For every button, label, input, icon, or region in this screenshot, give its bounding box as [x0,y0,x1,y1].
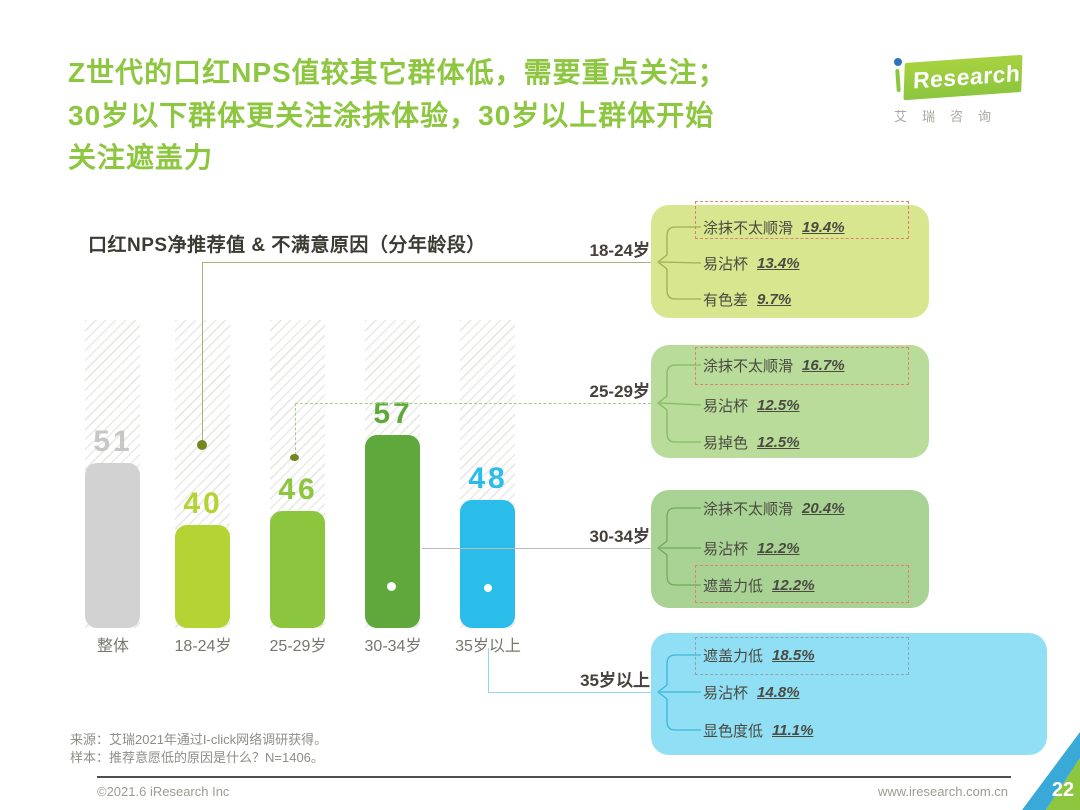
connector-30-34-horizontal [422,548,651,549]
reason-label: 遮盖力低 [703,577,764,595]
page-title: Z世代的口红NPS值较其它群体低，需要重点关注； 30岁以下群体更关注涂抹体验，… [68,52,888,180]
sample-note: 样本：推荐意愿低的原因是什么？N=1406。 [70,750,324,765]
reason-item: 易沾杯 13.4% [703,251,800,275]
marker-dot-30-34-icon [387,582,396,591]
connector-35-plus-vertical [488,648,489,692]
bar-value-25-29: 46 [278,473,318,506]
reason-item: 涂抹不太顺滑 16.7% [703,353,845,377]
reason-value: 9.7% [757,290,792,308]
reason-value: 12.2% [757,539,800,557]
footer-divider [97,776,1011,778]
reason-panel-18-24: 涂抹不太顺滑 19.4% 易沾杯 13.4% 有色差 9.7% [651,201,929,318]
website-text: www.iresearch.com.cn [877,784,1008,799]
marker-dot-35-plus-icon [484,584,492,592]
highlight-dashed-box [695,637,909,675]
reason-label: 显色度低 [703,722,764,740]
reason-item: 易掉色 12.5% [703,430,800,454]
reason-item: 易沾杯 12.5% [703,393,800,417]
reason-label: 易掉色 [703,434,749,452]
reason-label: 有色差 [703,291,749,309]
corner-green-triangle [1046,758,1080,810]
axis-label-overall: 整体 [96,638,129,655]
bracket-icon [657,507,701,586]
page-corner-decoration: 22 [1022,732,1080,810]
reason-value: 11.1% [772,721,814,739]
reason-label: 涂抹不太顺滑 [703,500,794,518]
page-title-line-2: 30岁以下群体更关注涂抹体验，30岁以上群体开始 [68,99,715,131]
bar-25-29 [270,511,325,628]
age-group-label-30-34: 30-34岁 [589,527,650,546]
reason-item: 遮盖力低 12.2% [703,573,815,597]
connector-35-plus-horizontal [488,692,651,693]
reason-panel-25-29: 涂抹不太顺滑 16.7% 易沾杯 12.5% 易掉色 12.5% [651,345,929,458]
reason-label: 涂抹不太顺滑 [703,219,794,237]
logo-i-dot-icon [894,58,902,66]
connector-18-24-vertical [202,262,203,442]
reason-item: 有色差 9.7% [703,287,791,311]
reason-label: 易沾杯 [703,397,749,415]
reason-value: 12.2% [772,576,815,594]
reason-value: 18.5% [772,646,815,664]
connector-18-24-horizontal [202,262,651,263]
reason-item: 易沾杯 14.8% [703,680,800,704]
axis-label-35-plus: 35岁以上 [455,638,521,655]
reason-value: 19.4% [802,218,845,236]
reason-item: 涂抹不太顺滑 20.4% [703,496,845,520]
reason-label: 易沾杯 [703,684,749,702]
age-group-label-35-plus: 35岁以上 [580,671,650,690]
logo-banner: Research [903,54,1023,101]
bar-value-18-24: 40 [183,487,223,520]
bracket-icon [657,364,702,443]
reason-item: 显色度低 11.1% [703,718,813,742]
highlight-dashed-box [695,565,909,603]
bar-value-overall: 51 [93,425,133,458]
age-group-label-18-24: 18-24岁 [589,241,650,260]
bar-overall [85,463,140,628]
logo-i-stem-icon [895,68,901,93]
connector-25-29-vertical [295,403,296,455]
reason-item: 遮盖力低 18.5% [703,643,815,667]
marker-dot-25-29-icon [290,454,299,461]
bracket-icon [657,654,701,731]
reason-label: 遮盖力低 [703,647,764,665]
reason-label: 易沾杯 [703,540,749,558]
reason-value: 12.5% [757,433,800,451]
logo-subtitle: 艾瑞咨询 [894,109,1007,124]
reason-item: 易沾杯 12.2% [703,536,800,560]
reason-value: 12.5% [757,396,800,414]
reason-value: 13.4% [757,254,800,272]
marker-dot-18-24-icon [197,440,207,450]
reason-value: 20.4% [802,499,845,517]
bar-18-24 [175,525,230,628]
copyright-text: ©2021.6 iResearch Inc [97,784,230,799]
reason-panel-30-34: 涂抹不太顺滑 20.4% 易沾杯 12.2% 遮盖力低 12.2% [651,490,929,608]
bar-35-plus [460,500,515,628]
axis-label-18-24: 18-24岁 [174,638,232,655]
source-note: 来源：艾瑞2021年通过I-click网络调研获得。 [70,732,328,747]
reason-label: 涂抹不太顺滑 [703,357,794,375]
iresearch-logo: Research 艾瑞咨询 [888,50,1038,132]
axis-label-25-29: 25-29岁 [269,638,327,655]
chart-title: 口红NPS净推荐值 & 不满意原因（分年龄段） [88,235,486,256]
highlight-dashed-box [695,347,909,385]
bracket-icon [657,226,702,300]
age-group-label-25-29: 25-29岁 [589,382,650,401]
page-number: 22 [1052,779,1074,801]
page-title-line-3: 关注遮盖力 [68,142,214,174]
connector-25-29-horizontal [295,403,651,404]
reason-label: 易沾杯 [703,255,749,273]
reason-item: 涂抹不太顺滑 19.4% [703,215,845,239]
corner-blue-band [1022,732,1080,810]
axis-label-30-34: 30-34岁 [364,638,422,655]
bar-30-34 [365,435,420,628]
reason-value: 14.8% [757,683,800,701]
logo-brand-text: Research [912,59,1021,94]
bar-value-35-plus: 48 [468,462,508,495]
highlight-dashed-box [695,201,909,239]
reason-value: 16.7% [802,356,845,374]
reason-panel-35-plus: 遮盖力低 18.5% 易沾杯 14.8% 显色度低 11.1% [651,633,1047,755]
page-title-line-1: Z世代的口红NPS值较其它群体低，需要重点关注； [68,57,727,88]
